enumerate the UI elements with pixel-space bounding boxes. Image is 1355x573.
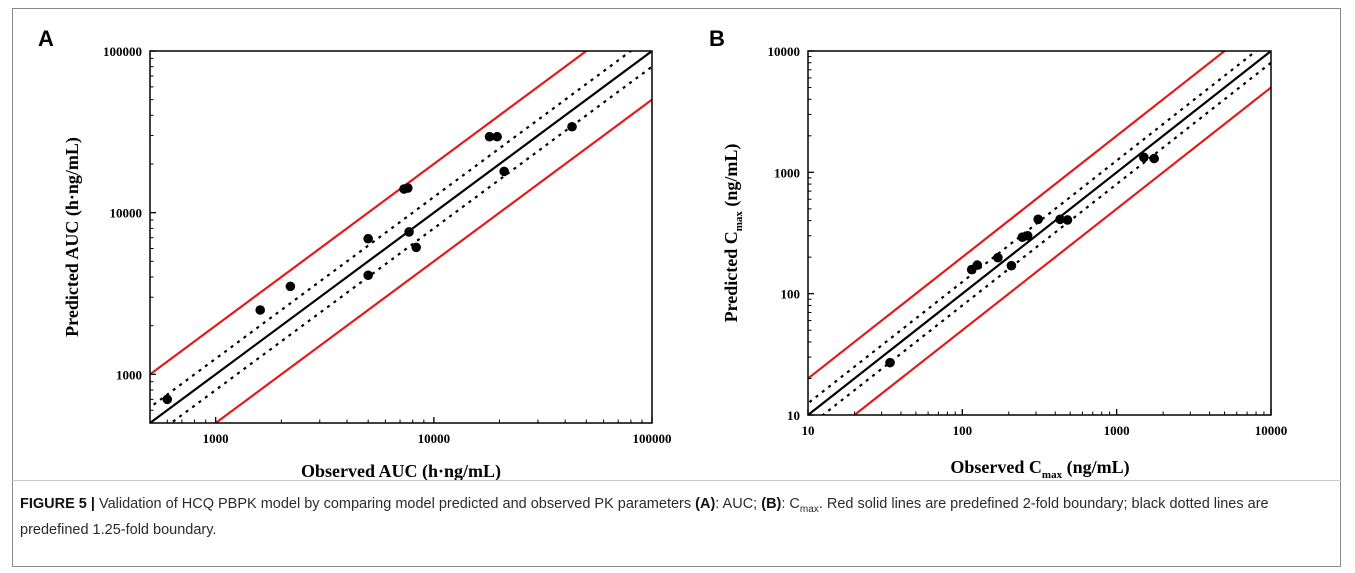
caption-sub: max — [799, 503, 819, 515]
data-point — [404, 227, 414, 237]
panel-b-x-axis-title: Observed Cmax (ng/mL) — [950, 457, 1129, 481]
panel-b-label: B — [709, 26, 725, 51]
data-point — [1006, 260, 1017, 271]
data-point — [285, 281, 296, 292]
panel-b-reference-lines — [808, 51, 1271, 415]
data-point — [1055, 214, 1065, 225]
panel-a-x-axis-title: Observed AUC (h·ng/mL) — [301, 461, 501, 482]
caption-divider — [12, 480, 1341, 481]
data-point — [363, 270, 373, 281]
caption-text-3: : C — [781, 496, 800, 512]
data-point — [363, 233, 373, 244]
reference-line-upper-1_25 — [808, 51, 1258, 405]
data-point — [484, 131, 495, 142]
reference-line-lower-0_8 — [169, 65, 652, 423]
data-point — [162, 394, 173, 405]
data-point — [1033, 214, 1043, 225]
panel-a-y-axis-title: Predicted AUC (h·ng/mL) — [62, 137, 83, 337]
data-point — [1139, 152, 1149, 163]
reference-line-lower-0_5 — [852, 86, 1271, 415]
panel-b-points — [885, 152, 1159, 368]
data-point — [255, 305, 266, 315]
panel-a-reference-lines — [150, 51, 652, 423]
panel-a: A 1000 10000 100000 1000 10000 100000 Observe… — [38, 26, 672, 482]
data-point — [1062, 215, 1073, 225]
data-point — [499, 166, 509, 177]
reference-line-upper-2 — [808, 51, 1227, 380]
data-point — [403, 183, 413, 193]
data-point — [1149, 153, 1159, 164]
data-point — [885, 357, 895, 368]
panel-b-ticks: 10 100 1000 10000 10 100 1000 10000 — [768, 44, 1288, 438]
figure-frame — [12, 8, 1341, 567]
caption-text-2: : AUC; — [715, 496, 762, 512]
x-tick-label: 100 — [953, 423, 973, 438]
panel-b: B 10 100 1000 10000 10 100 1000 10000 Observed … — [709, 26, 1288, 481]
y-tick-label: 1000 — [774, 165, 800, 180]
y-tick-label: 10000 — [768, 44, 801, 59]
panel-a-axes-box — [149, 50, 653, 424]
caption-panel-a: (A) — [695, 496, 716, 512]
x-tick-label: 1000 — [1104, 423, 1130, 438]
panel-b-y-axis-title: Predicted Cmax (ng/mL) — [721, 144, 745, 323]
reference-line-upper-1_25 — [150, 51, 633, 409]
data-point — [411, 242, 421, 253]
data-point — [972, 260, 983, 270]
panel-a-points — [162, 121, 577, 405]
x-tick-label: 10000 — [1255, 423, 1288, 438]
reference-line-identity-1 — [808, 51, 1271, 415]
y-tick-label: 100 — [781, 287, 801, 302]
data-point — [492, 131, 502, 142]
y-tick-label: 10 — [787, 408, 800, 423]
caption-panel-b: (B) — [761, 496, 782, 512]
x-tick-label: 10 — [802, 423, 815, 438]
caption-label: FIGURE 5 | — [20, 496, 95, 512]
data-point — [567, 121, 577, 132]
x-tick-label: 10000 — [418, 431, 451, 446]
figure-caption: FIGURE 5 | Validation of HCQ PBPK model … — [20, 494, 1330, 541]
caption-text-1: Validation of HCQ PBPK model by comparin… — [94, 496, 696, 512]
panel-a-label: A — [38, 26, 54, 51]
panel-b-axes-box — [807, 50, 1272, 416]
y-tick-label: 1000 — [116, 367, 142, 382]
data-point — [1022, 230, 1033, 241]
reference-line-lower-0_5 — [213, 98, 652, 423]
caption-text-4: . Red solid lines are predefined 2-fold … — [20, 496, 1269, 538]
panel-a-ticks: 1000 10000 100000 1000 10000 100000 — [103, 44, 672, 446]
x-tick-label: 1000 — [203, 431, 229, 446]
y-tick-label: 10000 — [110, 206, 143, 221]
x-tick-label: 100000 — [633, 431, 672, 446]
data-point — [993, 252, 1003, 263]
reference-line-identity-1 — [150, 51, 652, 423]
y-tick-label: 100000 — [103, 44, 142, 59]
